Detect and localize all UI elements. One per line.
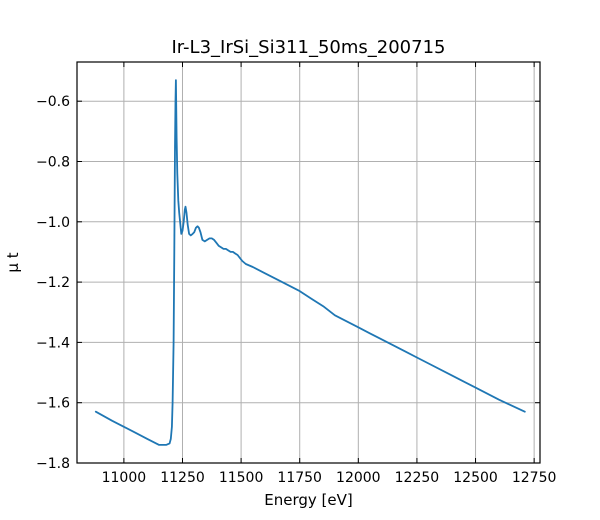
- ticks: 11000 11250 11500 11750 12000 12250 12500 12750…: [36, 62, 556, 486]
- x-tick-label: 11750: [277, 470, 322, 486]
- grid: [77, 62, 540, 463]
- y-tick-label: −1.4: [36, 335, 70, 351]
- y-tick-label: −1.8: [36, 456, 70, 472]
- series-layer: [94, 79, 526, 446]
- x-tick-label: 11000: [102, 470, 147, 486]
- plot-frame: [76, 61, 541, 464]
- y-tick-label: −1.0: [36, 215, 70, 231]
- series-line: [94, 79, 526, 446]
- y-tick-label: −0.6: [36, 94, 70, 110]
- x-tick-label: 11500: [219, 470, 264, 486]
- x-tick-label: 12250: [395, 470, 440, 486]
- x-tick-label: 12500: [453, 470, 498, 486]
- x-tick-label: 12000: [336, 470, 381, 486]
- chart-title: Ir-L3_IrSi_Si311_50ms_200715: [172, 37, 446, 58]
- x-tick-label: 11250: [160, 470, 205, 486]
- y-axis-label: μ t: [4, 252, 22, 272]
- y-tick-label: −0.8: [36, 154, 70, 170]
- y-tick-label: −1.6: [36, 396, 70, 412]
- y-tick-label: −1.2: [36, 275, 70, 291]
- x-axis-label: Energy [eV]: [264, 491, 352, 509]
- x-tick-label: 12750: [512, 470, 557, 486]
